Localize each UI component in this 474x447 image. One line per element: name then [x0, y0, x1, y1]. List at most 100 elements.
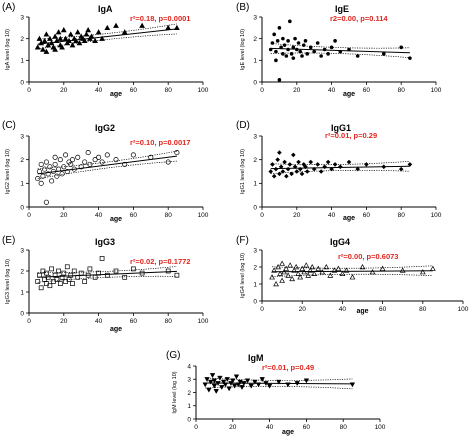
- data-point: [36, 35, 43, 41]
- chart-title: IgM: [248, 353, 264, 363]
- regression-line: [272, 270, 433, 273]
- data-point: [277, 150, 282, 155]
- y-tick-label: 1: [20, 181, 24, 188]
- data-point: [57, 281, 63, 286]
- data-point: [202, 382, 208, 388]
- data-point: [309, 263, 316, 270]
- confidence-band-upper: [270, 43, 410, 49]
- data-point: [293, 263, 300, 270]
- data-point: [291, 56, 296, 60]
- data-point: [237, 379, 243, 385]
- data-point: [293, 36, 297, 41]
- data-point: [305, 52, 310, 56]
- data-point: [289, 52, 294, 56]
- data-point: [288, 19, 292, 24]
- data-point: [104, 24, 111, 31]
- data-point: [38, 161, 44, 167]
- y-tick-label: 3: [253, 133, 257, 140]
- x-tick-label: 20: [299, 306, 307, 313]
- x-tick-label: 0: [260, 87, 264, 94]
- regression-line: [37, 155, 177, 175]
- confidence-band-lower: [205, 386, 353, 390]
- x-tick-label: 100: [198, 212, 209, 219]
- data-point: [38, 285, 44, 291]
- panel-letter: (B): [236, 2, 249, 13]
- regression-line: [270, 47, 410, 54]
- data-point: [54, 277, 60, 282]
- data-point: [339, 270, 346, 276]
- confidence-band-upper: [272, 265, 433, 269]
- chart-title: IgG2: [95, 123, 115, 133]
- data-point: [62, 152, 69, 158]
- data-point: [301, 43, 306, 47]
- data-point: [299, 265, 306, 271]
- data-point: [355, 54, 360, 58]
- x-tick-label: 0: [27, 212, 31, 219]
- data-point: [87, 161, 93, 167]
- y-tick-label: 1: [20, 289, 24, 296]
- data-point: [285, 272, 292, 278]
- data-point: [52, 46, 58, 52]
- data-point: [231, 383, 238, 389]
- data-point: [305, 272, 312, 278]
- data-point: [307, 267, 314, 273]
- x-tick-label: 20: [60, 212, 68, 219]
- chart-panel-igg3: (E) IgG3 0 20 40 60 80 100 0 1 2 3 age IgG3 level (lo…: [2, 235, 209, 333]
- data-point: [92, 157, 98, 163]
- data-point: [300, 54, 304, 58]
- data-point: [284, 173, 289, 179]
- data-point: [295, 270, 302, 276]
- data-point: [338, 164, 343, 170]
- data-point: [248, 383, 254, 389]
- x-tick-label: 80: [165, 87, 173, 94]
- data-point: [85, 26, 92, 33]
- data-point: [207, 379, 214, 385]
- confidence-band-lower: [270, 52, 410, 59]
- x-tick-label: 80: [340, 424, 348, 431]
- y-axis-label: IgA level (log 10): [5, 29, 11, 70]
- data-point: [276, 379, 282, 385]
- data-point: [289, 275, 296, 282]
- data-point: [82, 159, 88, 165]
- panel-letter: (D): [236, 120, 250, 131]
- chart-title: IgE: [335, 4, 349, 14]
- data-point: [286, 47, 290, 52]
- data-point: [81, 37, 88, 44]
- x-tick-label: 100: [375, 424, 386, 431]
- x-tick-label: 20: [293, 87, 301, 94]
- y-tick-label: 2: [253, 264, 257, 271]
- data-point: [286, 39, 290, 43]
- x-tick-label: 40: [95, 87, 103, 94]
- data-point: [277, 270, 283, 276]
- data-point: [429, 265, 436, 271]
- confidence-band-upper: [270, 160, 410, 165]
- data-point: [87, 266, 93, 272]
- data-point: [55, 29, 62, 35]
- data-point: [322, 164, 327, 170]
- data-point: [34, 44, 41, 50]
- data-point: [275, 157, 280, 162]
- data-point: [281, 52, 285, 56]
- data-point: [270, 162, 275, 167]
- y-axis-label: IgG4 level (log 10): [240, 253, 246, 298]
- data-point: [270, 41, 275, 45]
- data-point: [303, 378, 310, 384]
- data-point: [104, 152, 110, 158]
- y-tick-label: 3: [20, 133, 24, 140]
- chart-panel-igg1: (D) IgG1 0 20 40 60 80 100 0 1 2 3 age IgG1 level (lo…: [236, 120, 442, 222]
- x-tick-label: 60: [363, 87, 371, 94]
- data-point: [291, 267, 298, 273]
- x-axis-label: age: [110, 91, 122, 98]
- data-point: [104, 272, 110, 278]
- data-point: [311, 270, 318, 276]
- y-axis-label: IgG1 level (log 10): [240, 149, 246, 194]
- data-point: [315, 162, 320, 167]
- data-point: [303, 262, 310, 268]
- data-point: [349, 274, 356, 280]
- data-point: [230, 378, 236, 384]
- data-point: [399, 267, 406, 273]
- y-tick-label: 2: [253, 157, 257, 164]
- data-point: [408, 56, 412, 60]
- x-tick-label: 100: [431, 212, 442, 219]
